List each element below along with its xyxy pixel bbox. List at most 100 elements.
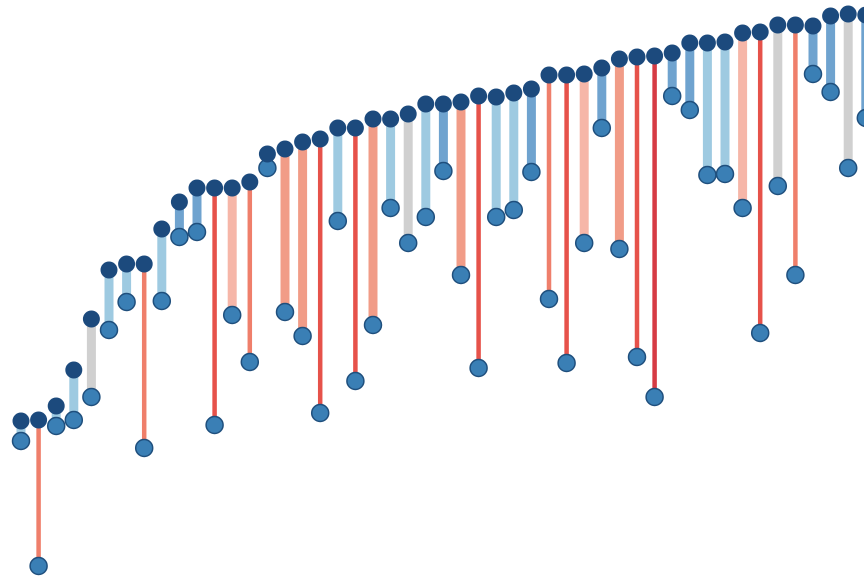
bottom-dot [152,291,172,311]
top-dot [170,193,188,211]
bottom-dot [310,403,330,423]
bottom-dot [715,164,735,184]
bottom-dot [11,431,31,451]
top-dot [329,119,347,137]
bottom-dot [346,371,365,391]
bottom-dot [610,239,629,259]
bottom-dot [381,198,400,218]
top-dot [12,412,30,430]
top-dot [30,411,48,429]
top-dot [188,179,206,197]
top-dot [804,17,822,35]
top-dot [540,66,558,84]
top-dot [434,95,452,113]
bottom-dot [64,410,84,430]
bottom-dot [434,161,453,181]
bottom-dot [662,86,682,106]
top-dot [839,5,857,23]
top-dot [311,130,329,148]
bottom-dot [170,227,189,247]
bottom-dot [275,302,295,322]
bottom-dot [627,347,647,367]
top-dot [364,110,382,128]
top-dot [769,16,787,34]
top-dot [82,310,100,328]
top-dot [118,255,136,273]
top-dot [223,179,241,197]
bottom-dot [680,100,700,120]
top-dot [610,50,628,68]
bottom-dot [733,198,752,218]
top-dot [698,34,716,52]
bottom-dot [398,233,418,253]
top-dot [575,65,593,83]
bottom-dot [486,207,506,227]
bottom-dot [469,358,488,378]
bottom-dot [134,438,154,458]
bottom-dot [99,320,119,340]
top-dot [522,80,540,98]
bottom-dot [557,353,576,373]
top-dot [470,87,488,105]
bottom-dot [293,326,312,346]
bottom-dot [574,233,594,253]
top-dot [505,84,523,102]
top-dot [241,173,259,191]
top-dot [716,33,734,51]
bottom-dot [82,387,101,407]
bottom-dot [363,315,383,335]
top-dot [135,255,153,273]
bottom-dot [786,265,805,285]
bottom-dot [117,292,136,312]
bottom-dot [539,289,559,309]
top-dot [346,119,364,137]
top-dot [663,44,681,62]
bottom-dot [187,222,207,242]
top-dot-group [12,5,864,430]
top-dot [786,16,804,34]
bottom-dot [698,165,717,185]
bottom-dot [205,415,224,435]
top-dot [399,105,417,123]
bottom-dot [592,118,612,138]
top-dot [751,23,769,41]
top-dot [822,7,840,25]
bottom-dot [222,305,242,325]
bottom-dot [328,211,348,231]
bottom-dot [451,265,471,285]
top-dot [646,47,664,65]
top-dot [558,66,576,84]
top-dot [487,88,505,106]
bottom-dot [522,162,541,182]
bottom-dot [750,323,770,343]
bottom-dot [645,387,664,407]
top-dot [628,48,646,66]
top-dot [100,261,118,279]
top-dot [47,397,65,415]
top-dot [206,179,224,197]
bottom-dot [803,64,823,84]
top-dot [593,59,611,77]
top-dot [452,93,470,111]
bottom-dot [504,200,524,220]
top-dot [294,133,312,151]
bottom-dot [821,82,840,102]
bottom-dot [768,176,788,196]
bottom-dot [240,352,260,372]
top-dot [382,110,400,128]
bottom-dot [856,108,864,128]
top-dot [65,361,83,379]
top-dot [276,140,294,158]
top-dot [681,34,699,52]
top-dot [417,95,435,113]
top-dot [734,24,752,42]
bottom-dot [838,158,858,178]
top-dot [857,6,864,24]
bottom-dot-group [11,64,864,576]
bottom-dot [416,207,436,227]
bottom-dot [29,556,48,576]
top-dot [258,145,276,163]
bottom-dot [46,416,66,436]
top-dot [153,220,171,238]
